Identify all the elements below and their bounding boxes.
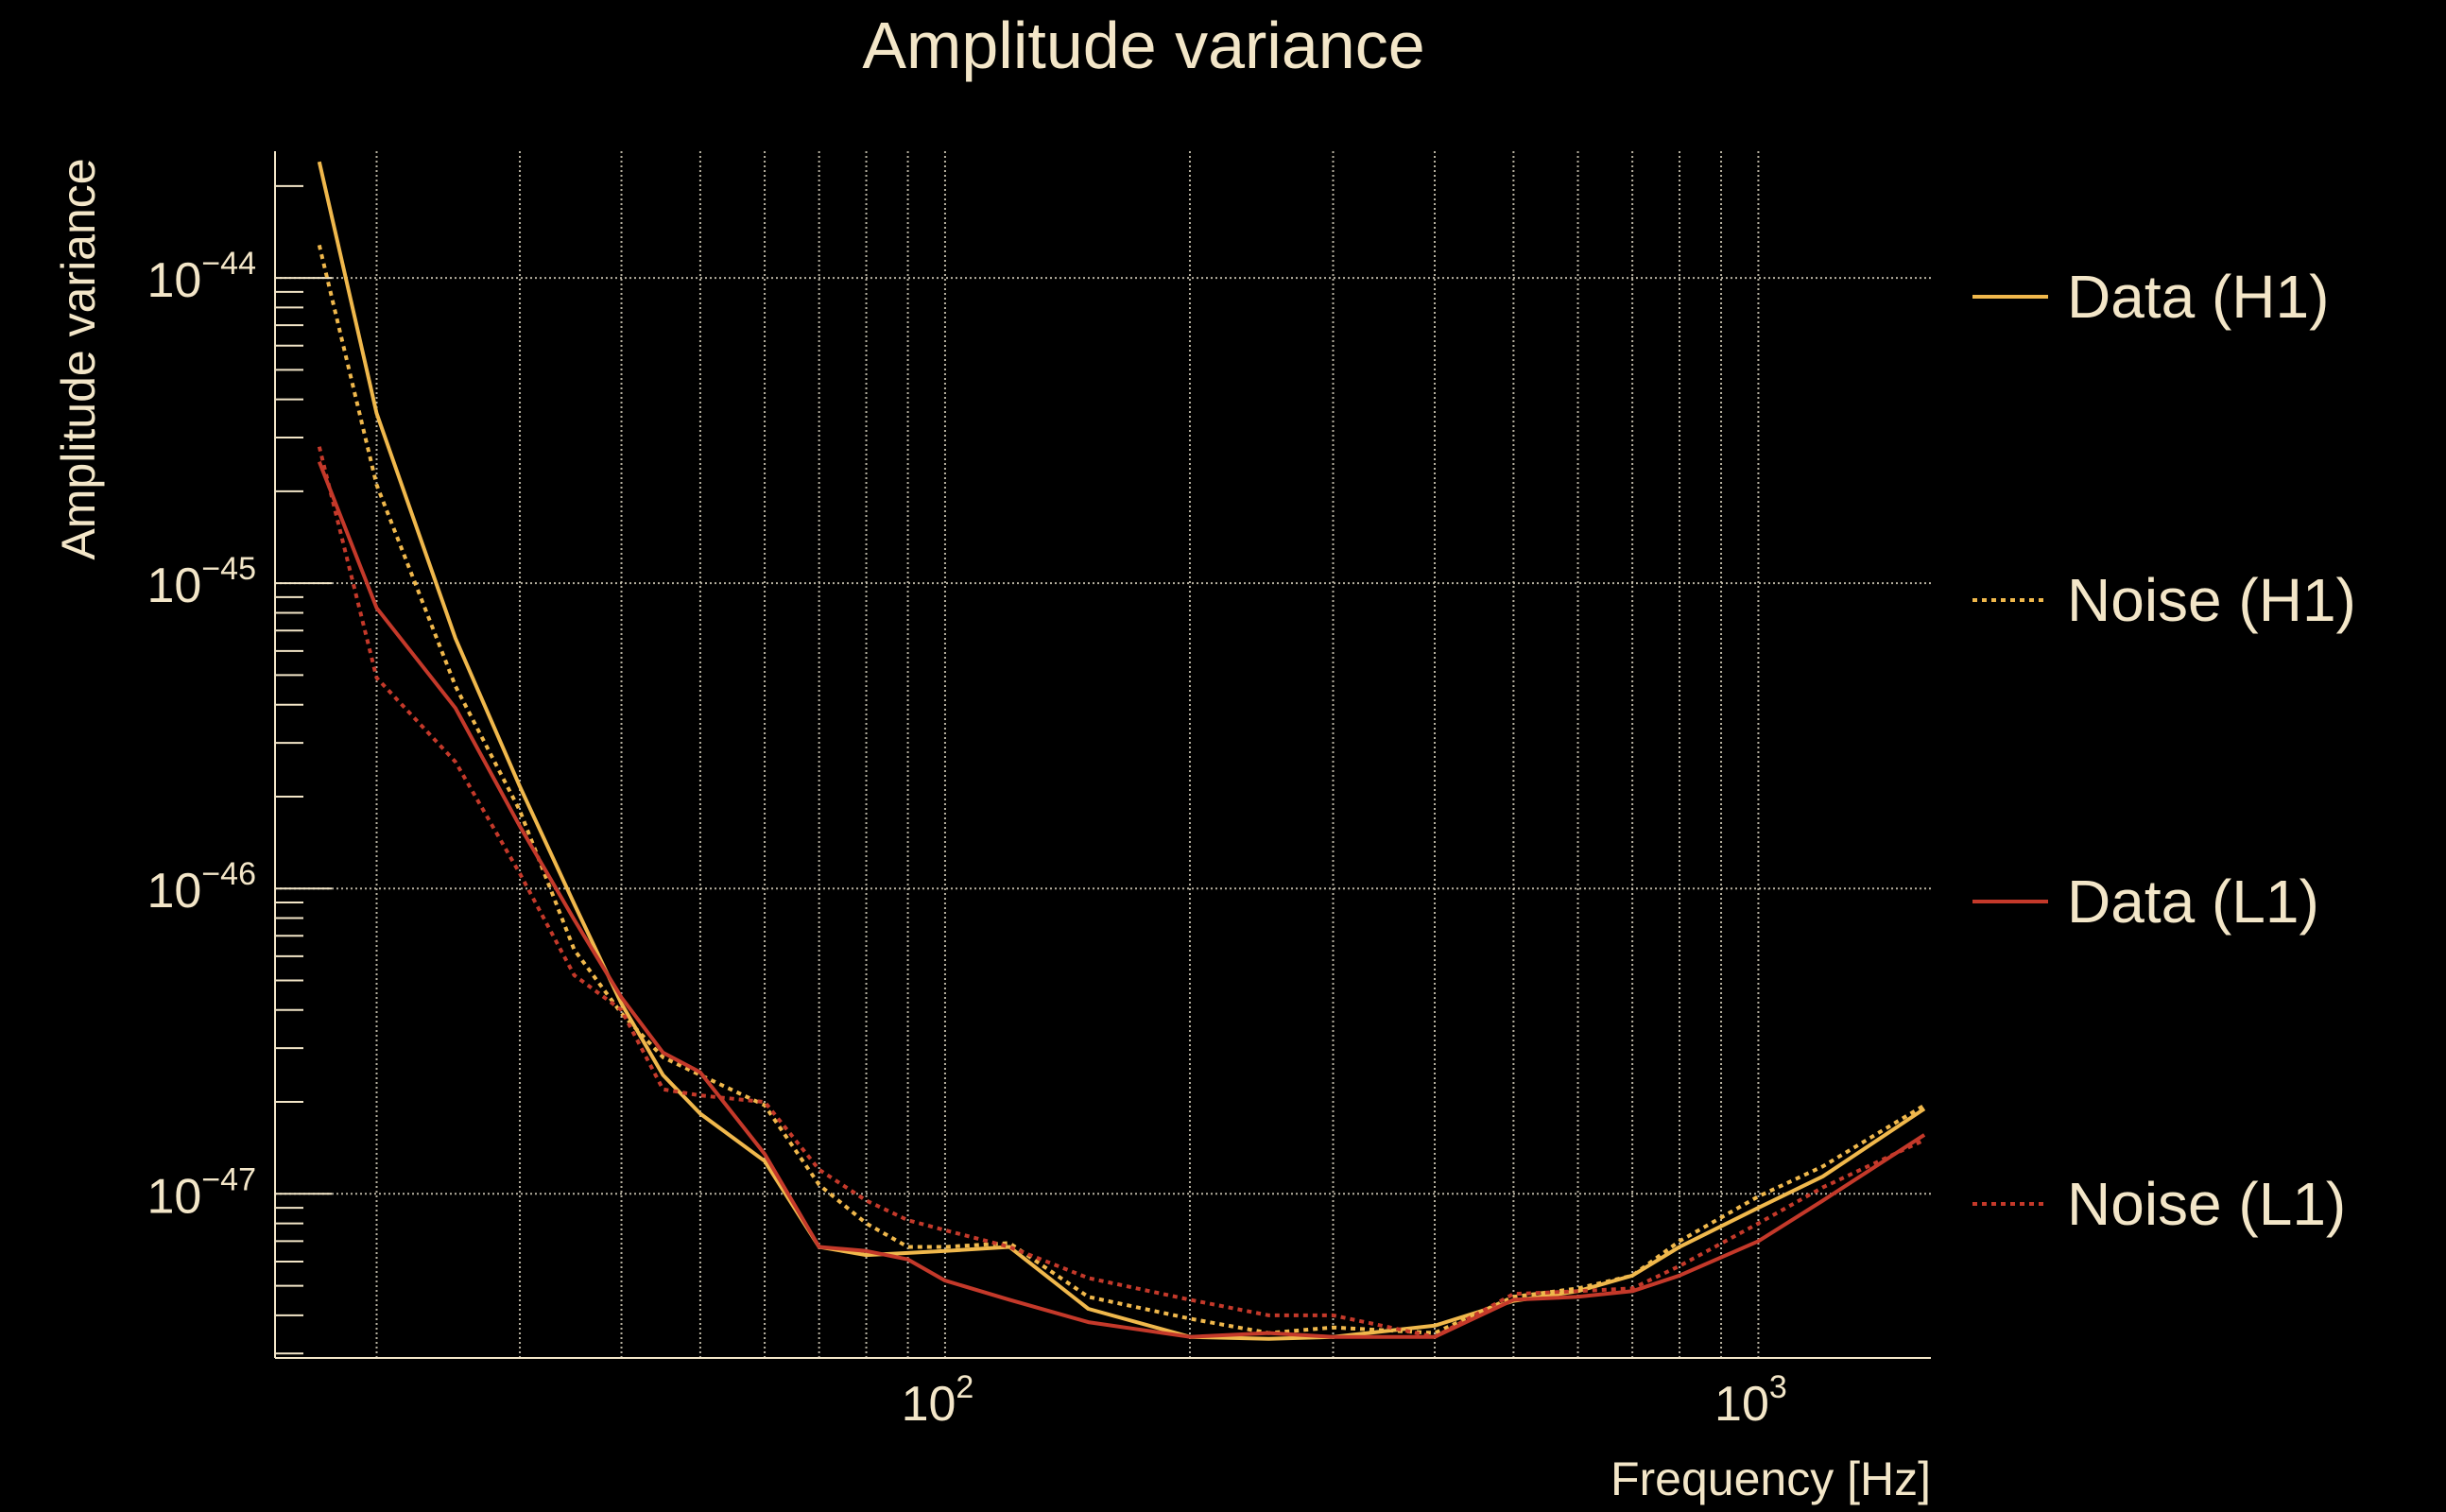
legend-label-data-h1: Data (H1) bbox=[2067, 263, 2329, 331]
y-tick-base: 10 bbox=[146, 864, 201, 919]
y-tick-base: 10 bbox=[146, 253, 201, 308]
y-tick-label: 10−44 bbox=[146, 246, 256, 308]
x-tick-base: 10 bbox=[1714, 1377, 1769, 1432]
legend: Data (H1) Noise (H1) Data (L1) Noise (L1) bbox=[1972, 263, 2356, 1238]
y-axis-label: Amplitude variance bbox=[52, 158, 105, 559]
series-line-data-h1 bbox=[317, 161, 1926, 1341]
axes bbox=[274, 151, 1931, 1359]
x-tick-label: 102 bbox=[902, 1369, 974, 1432]
y-tick-exponent: −44 bbox=[201, 246, 256, 282]
y-tick-exponent: −46 bbox=[201, 856, 256, 892]
x-tick-base: 10 bbox=[902, 1377, 956, 1432]
y-tick-label: 10−47 bbox=[146, 1161, 256, 1224]
x-tick-exponent: 3 bbox=[1769, 1369, 1787, 1405]
series-line-noise-l1 bbox=[317, 446, 1925, 1339]
series-lines bbox=[317, 161, 1926, 1341]
legend-label-data-l1: Data (L1) bbox=[2067, 868, 2319, 936]
grid bbox=[275, 151, 1931, 1358]
series-line-noise-h1 bbox=[317, 244, 1926, 1335]
chart-title: Amplitude variance bbox=[862, 9, 1424, 82]
x-axis-label: Frequency [Hz] bbox=[1611, 1452, 1931, 1505]
y-tick-base: 10 bbox=[146, 558, 201, 613]
x-tick-exponent: 2 bbox=[956, 1369, 973, 1405]
x-tick-label: 103 bbox=[1714, 1369, 1787, 1432]
y-tick-exponent: −47 bbox=[201, 1161, 256, 1197]
y-tick-label: 10−46 bbox=[146, 856, 256, 919]
legend-label-noise-l1: Noise (L1) bbox=[2067, 1170, 2346, 1238]
y-tick-label: 10−45 bbox=[146, 551, 256, 613]
y-tick-exponent: −45 bbox=[201, 551, 256, 587]
series-line-data-l1 bbox=[317, 460, 1926, 1339]
legend-label-noise-h1: Noise (H1) bbox=[2067, 566, 2356, 634]
y-tick-base: 10 bbox=[146, 1169, 201, 1224]
